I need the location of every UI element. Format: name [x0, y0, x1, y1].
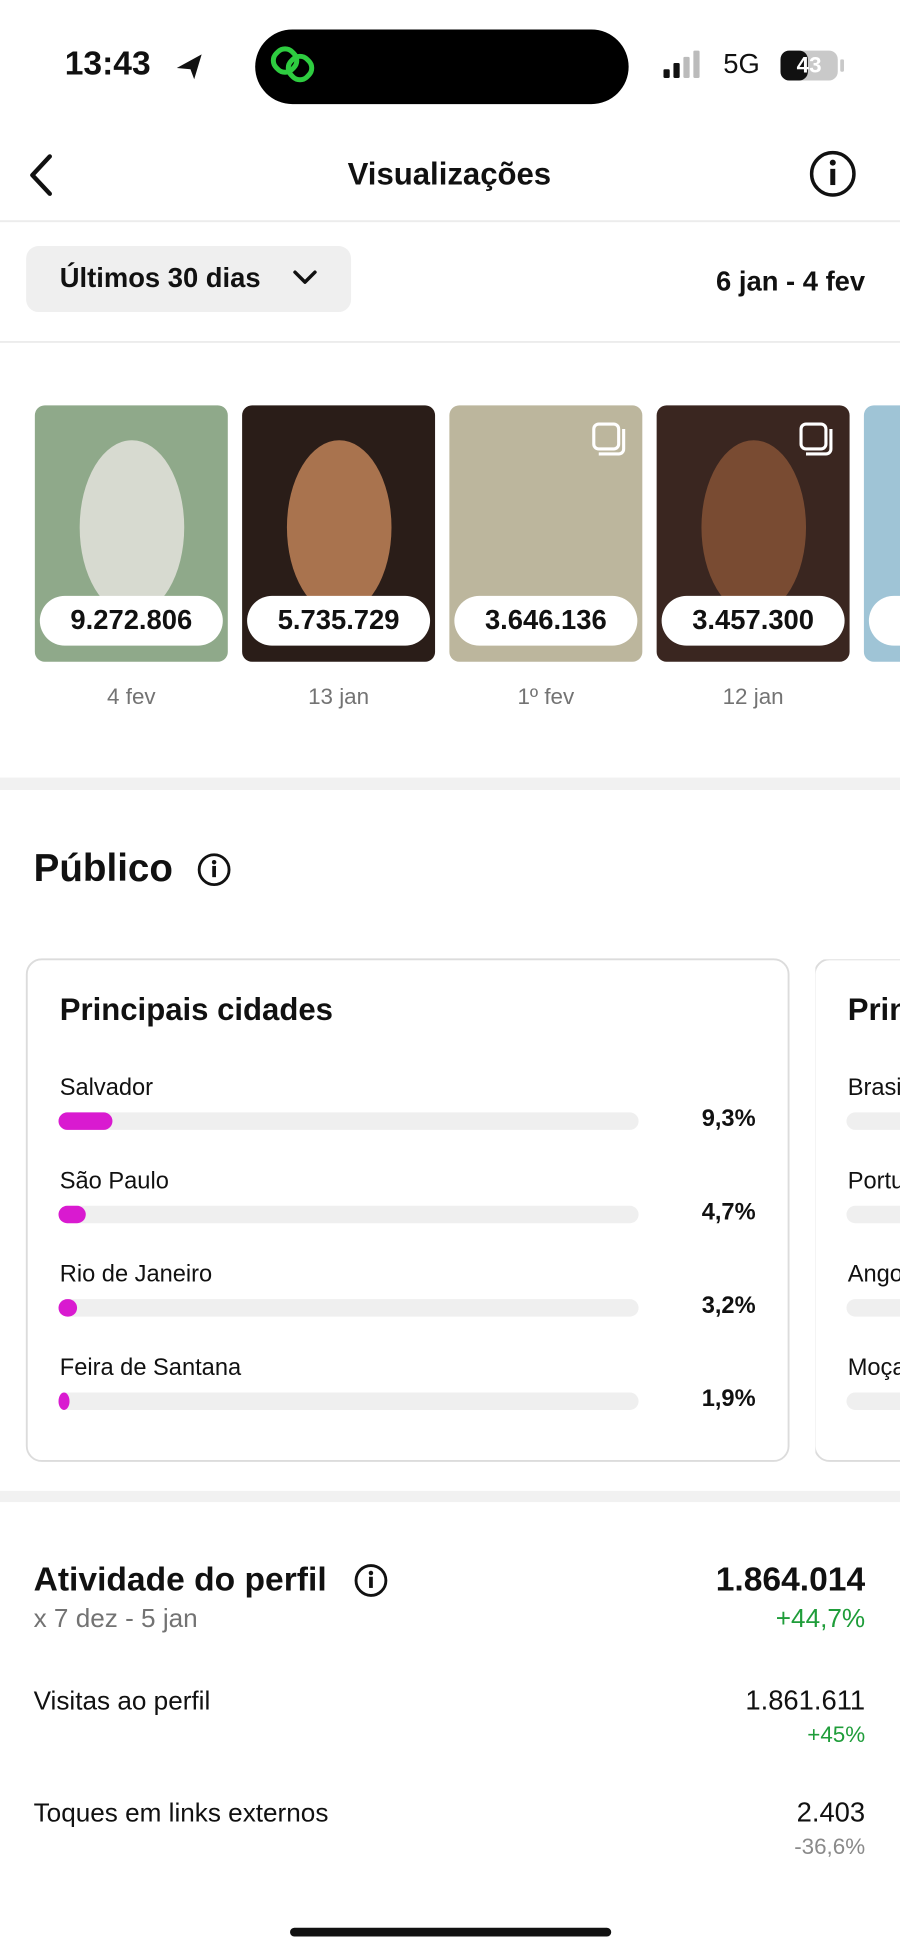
posts-carousel: 9.272.806 4 fev 5.735.729 13 jan 3.646.136 1º…	[34, 405, 900, 709]
post-views: 3.646.136	[485, 604, 607, 635]
bar-value-label: 4,7%	[702, 1200, 756, 1226]
home-indicator	[290, 1927, 612, 1937]
bar-track	[58, 1392, 639, 1410]
bar	[58, 1392, 70, 1410]
network-label: 5G	[723, 48, 760, 79]
card-title: Principais cidades	[60, 992, 333, 1027]
views-pill	[661, 595, 845, 646]
section-separator	[0, 777, 900, 791]
countries-card-clip: Principais países Brasil Portugal Angola Moç…	[815, 959, 900, 1462]
post-thumbnail[interactable]: 3.646.136 1º fev	[449, 405, 643, 709]
battery-level	[780, 50, 808, 81]
dynamic-island	[255, 29, 629, 105]
bar-value-label: 9,3%	[702, 1106, 756, 1132]
activity-title: Atividade do perfil	[34, 1562, 327, 1599]
island-app-icon	[270, 46, 315, 83]
status-time: 13:43	[65, 45, 151, 82]
row-name: São Paulo	[60, 1168, 169, 1194]
activity-row-value: 2.403	[797, 1797, 866, 1828]
cities-list: Principais cidades Salvador 9,3% São Paulo 4…	[58, 992, 756, 1412]
row-name: Feira de Santana	[60, 1355, 242, 1381]
bar-value-label: 1,9%	[702, 1386, 756, 1412]
bar	[58, 1205, 86, 1224]
views-pill	[868, 595, 900, 646]
post-image-subject	[79, 440, 185, 615]
row-name: Portugal	[848, 1168, 900, 1194]
countries-list: Principais países Brasil Portugal Angola Moç…	[846, 992, 900, 1410]
card-title: Principais países	[848, 992, 900, 1027]
info-button[interactable]	[809, 150, 856, 197]
activity-info-icon[interactable]	[354, 1564, 388, 1597]
post-views: 3.457.300	[692, 604, 814, 635]
activity-row-change: -36,6%	[794, 1834, 865, 1859]
post-views: 9.272.806	[70, 604, 192, 635]
bar	[58, 1112, 113, 1130]
post-thumbnail[interactable]: 9.272.806 4 fev	[34, 405, 228, 709]
carousel-icon	[598, 429, 626, 456]
bar-track	[58, 1205, 639, 1224]
post-date: 13 jan	[308, 684, 369, 709]
views-pill	[39, 595, 223, 646]
post-date: 12 jan	[723, 684, 784, 709]
activity-rows: Visitas ao perfil 1.861.611 +45% Toques em …	[34, 1685, 866, 1859]
row-name: Angola	[848, 1262, 900, 1288]
views-pill	[247, 595, 431, 646]
row-name: Rio de Janeiro	[60, 1262, 212, 1288]
activity-change: +44,7%	[776, 1603, 865, 1633]
bar-track	[58, 1112, 639, 1130]
section-separator	[0, 1490, 900, 1503]
activity-row-value: 1.861.611	[745, 1685, 865, 1716]
carousel-icon	[799, 422, 828, 451]
bar	[58, 1299, 78, 1317]
activity-total: 1.864.014	[716, 1562, 866, 1599]
activity-comparison: x 7 dez - 5 jan	[34, 1603, 198, 1633]
activity-row-name: Visitas ao perfil	[34, 1685, 211, 1715]
activity-row-name: Toques em links externos	[34, 1797, 329, 1827]
bar-track	[58, 1299, 639, 1317]
back-button[interactable]	[30, 154, 52, 196]
location-icon	[176, 54, 202, 80]
bar-track	[846, 1112, 900, 1130]
dropdown-chevron	[293, 270, 317, 284]
battery-cap	[840, 59, 844, 72]
carousel-icon	[806, 429, 833, 456]
carousel-icon	[592, 422, 621, 451]
row-name: Salvador	[60, 1075, 153, 1101]
bar-track	[846, 1392, 900, 1410]
audience-title: Público	[34, 847, 173, 890]
post-date: 1º fev	[517, 684, 575, 709]
activity-row-change: +45%	[807, 1722, 865, 1747]
row-name: Moçambique	[848, 1355, 900, 1381]
date-range: 6 jan - 4 fev	[716, 266, 866, 297]
battery-percent: 43	[797, 53, 822, 78]
row-name: Brasil	[848, 1075, 900, 1101]
post-image-subject	[286, 440, 392, 615]
post-thumbnail[interactable]: 3.457.300 12 jan	[656, 405, 850, 709]
bar-track	[846, 1299, 900, 1317]
audience-info-icon[interactable]	[197, 853, 231, 887]
bar-value-label: 3,2%	[702, 1293, 756, 1319]
views-pill	[454, 595, 638, 646]
period-label: Últimos 30 dias	[60, 262, 261, 293]
bar-track	[846, 1205, 900, 1224]
signal-icon	[663, 50, 700, 78]
post-date: 4 fev	[107, 684, 156, 709]
post-views: 5.735.729	[278, 604, 400, 635]
period-dropdown[interactable]	[26, 246, 352, 313]
post-image-subject	[701, 440, 807, 615]
post-thumbnail[interactable]: 5.735.729 13 jan	[242, 405, 436, 709]
page-title: Visualizações	[348, 157, 551, 192]
